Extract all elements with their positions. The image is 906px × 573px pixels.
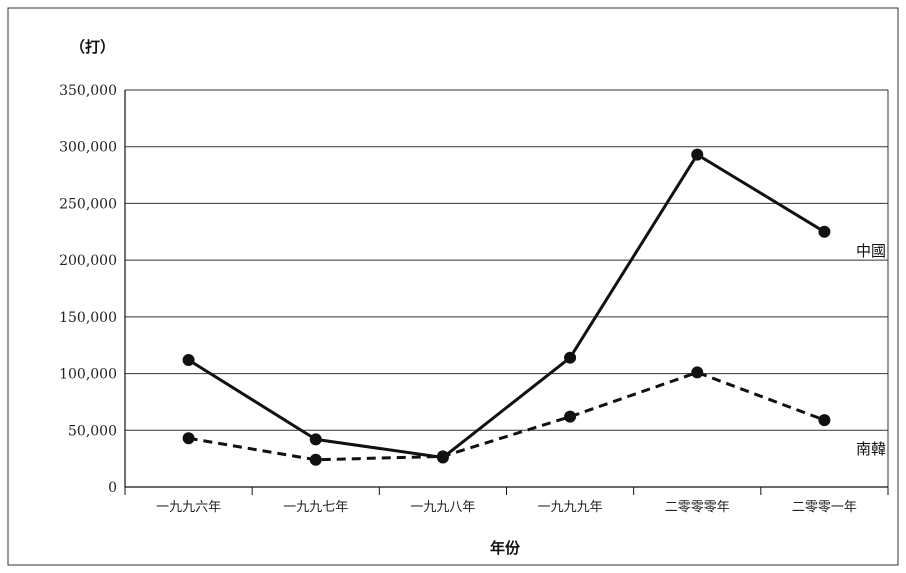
series-0-point <box>564 352 576 364</box>
x-tick-label: 二零零一年 <box>792 500 857 515</box>
x-tick-label: 一九九九年 <box>538 500 603 515</box>
series-0-point <box>183 354 195 366</box>
x-tick-label: 一九九六年 <box>156 500 221 515</box>
y-tick-label: 50,000 <box>68 423 117 439</box>
x-tick-label: 一九九七年 <box>283 500 348 515</box>
y-tick-label: 100,000 <box>59 367 117 383</box>
y-tick-label: 200,000 <box>59 253 117 269</box>
series-line-0 <box>189 155 825 458</box>
y-tick-label: 250,000 <box>59 196 117 212</box>
x-tick-label: 一九九八年 <box>410 500 475 515</box>
axes: 0 50,000 100,000 150,000 200,000 250,000 300,0… <box>59 83 888 515</box>
series-0-point <box>691 149 703 161</box>
x-axis-title: 年份 <box>490 539 521 557</box>
series-1-point <box>564 411 576 423</box>
y-tick-label: 350,000 <box>59 83 117 99</box>
series-1-point <box>310 454 322 466</box>
y-tick-label: 300,000 <box>59 140 117 156</box>
y-tick-label: 0 <box>108 480 117 496</box>
figure-frame <box>8 8 898 565</box>
series-0-point <box>310 433 322 445</box>
series-1-point <box>818 414 830 426</box>
series-1-point <box>691 366 703 378</box>
x-tick-label: 二零零零年 <box>665 500 730 515</box>
series-1-point <box>437 450 449 462</box>
y-tick-label: 150,000 <box>59 310 117 326</box>
series-1-point <box>183 432 195 444</box>
series-label-0: 中國 <box>856 242 886 260</box>
series-line-1 <box>189 372 825 459</box>
series-0-point <box>818 226 830 238</box>
series-label-1: 南韓 <box>856 440 886 458</box>
grid <box>125 90 888 430</box>
y-unit-label: （打） <box>70 38 115 56</box>
